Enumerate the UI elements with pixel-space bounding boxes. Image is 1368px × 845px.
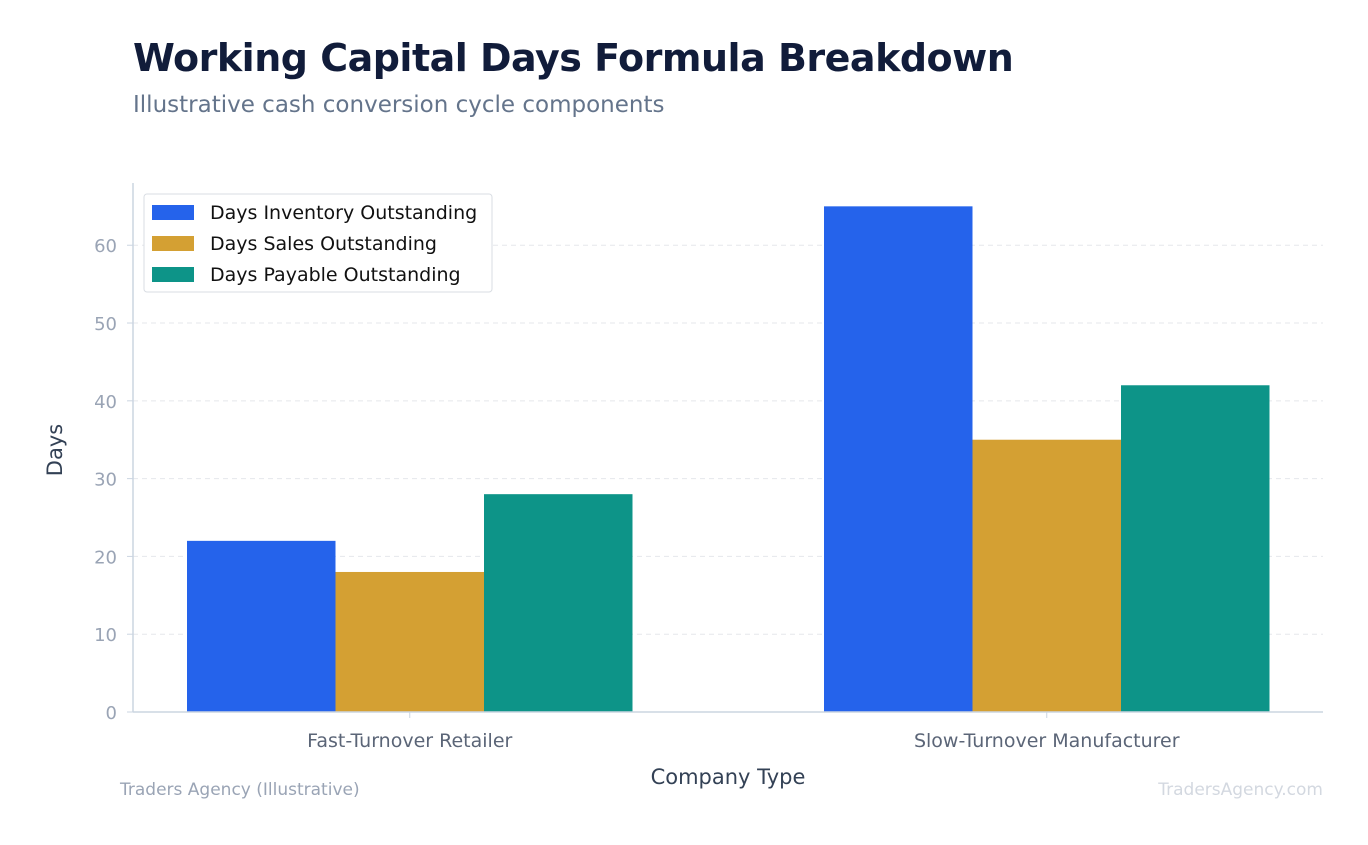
legend-box — [143, 193, 493, 293]
x-axis-title: Company Type — [651, 765, 806, 789]
chart-title: Working Capital Days Formula Breakdown — [133, 36, 1014, 80]
y-tick-label: 60 — [94, 236, 117, 257]
legend-label-3: Days Payable Outstanding — [210, 264, 461, 286]
legend: Days Inventory Outstanding Days Sales Out… — [143, 193, 493, 293]
legend-swatch-1 — [152, 205, 194, 220]
bar-3-2 — [1121, 385, 1270, 712]
y-axis-title: Days — [43, 424, 67, 476]
y-tick-label: 40 — [94, 392, 117, 413]
bar-2-2 — [972, 439, 1121, 712]
y-tick-label: 50 — [94, 314, 117, 335]
y-tick-label: 10 — [94, 625, 117, 646]
watermark: TradersAgency.com — [1158, 780, 1323, 800]
y-tick-label: 30 — [94, 470, 117, 491]
bar-1-2 — [824, 206, 973, 712]
bars — [187, 206, 1270, 712]
x-tick-label: Fast-Turnover Retailer — [307, 730, 512, 752]
legend-label-1: Days Inventory Outstanding — [210, 202, 477, 224]
y-tick-label: 0 — [106, 703, 117, 724]
bar-3-1 — [484, 494, 633, 712]
y-tick-label: 20 — [94, 547, 117, 568]
bar-2-1 — [335, 571, 484, 712]
axes: 0 10 20 30 40 50 60 Fast-Turnover Retailer Slow-… — [43, 183, 1323, 789]
bar-1-1 — [187, 540, 336, 712]
chart-subtitle: Illustrative cash conversion cycle compo… — [133, 92, 665, 118]
x-tick-label: Slow-Turnover Manufacturer — [914, 730, 1180, 752]
legend-swatch-2 — [152, 236, 194, 251]
legend-swatch-3 — [152, 267, 194, 282]
legend-label-2: Days Sales Outstanding — [210, 233, 437, 255]
source-note: Traders Agency (Illustrative) — [120, 780, 360, 800]
